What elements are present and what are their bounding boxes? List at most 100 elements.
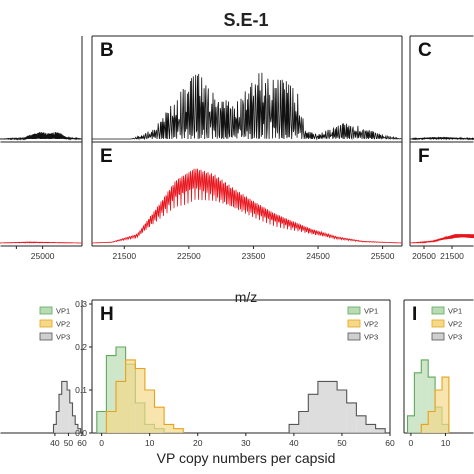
panel-g-xtick-label-0: 40: [50, 438, 60, 448]
panel-d-spectrum: 25000: [0, 142, 83, 261]
panel-h-vp2-bar-3: [135, 368, 145, 433]
panel-g-xtick-label-1: 50: [64, 438, 74, 448]
panel-c-letter: C: [418, 40, 432, 61]
panel-h-xtick-label-3: 30: [241, 438, 251, 448]
panel-i-vp2-bar-2: [435, 390, 442, 433]
panel-g-legend-swatch-vp2: [39, 319, 53, 328]
panel-h-vp1-bar-0: [96, 411, 107, 433]
vp-axis-label: VP copy numbers per capsid: [157, 450, 336, 466]
panel-i-legend-label-vp1: VP1: [448, 307, 462, 316]
panel-h-xtick-label-5: 50: [337, 438, 347, 448]
panel-b-spectrum: B: [91, 35, 403, 143]
panel-e-spectrum: 21500 22500 23500 24500 25500 E: [91, 141, 403, 261]
panel-h-vp3-bar-0: [289, 424, 299, 433]
panel-i-vp1-bar-1: [414, 372, 422, 433]
panel-h-vp2-bar-6: [164, 424, 174, 433]
panel-g-vp3-bar-8: [75, 424, 78, 433]
panel-h-xtick-label-4: 40: [289, 438, 299, 448]
panel-h-vp3-bar-5: [337, 390, 347, 433]
panel-i-xtick-label-1: 10: [441, 438, 451, 448]
panel-h-xtick-label-1: 10: [145, 438, 155, 448]
panel-i-vp2-bar-3: [442, 377, 449, 433]
panel-h-vp2-bar-5: [154, 407, 165, 433]
panel-h-histogram: 0.0 0.1 0.2 0.3 0 10 20 30 40 50 60 H VP1 VP2 VP3: [75, 299, 395, 448]
panel-g-legend-label-vp3: VP3: [56, 333, 70, 342]
mz-axis-label: m/z: [235, 289, 258, 305]
panel-h-letter: H: [100, 304, 114, 325]
panel-b-letter: B: [100, 40, 114, 61]
panel-a-spectrum: [0, 36, 83, 143]
panel-f-letter: F: [418, 146, 430, 167]
panel-g-vp3-bar-1: [56, 411, 59, 433]
panel-g-vp3-bar-4: [64, 381, 68, 433]
panel-h-vp3-bar-4: [327, 381, 338, 433]
panel-h-xtick-label-2: 20: [193, 438, 203, 448]
panel-g-legend-swatch-vp3: [39, 332, 53, 341]
panel-e-xtick-label-4: 25500: [371, 251, 395, 261]
panel-h-vp3-outline: [288, 380, 386, 433]
panel-h-legend-swatch-vp2: [347, 319, 361, 328]
panel-i-legend-label-vp2: VP2: [448, 320, 462, 329]
panel-h-legend-swatch-vp1: [347, 306, 361, 315]
panel-h-vp3-bar-1: [298, 411, 309, 433]
panel-h-vp3-bar-3: [317, 381, 328, 433]
figure-title: S.E-1: [223, 10, 268, 30]
panel-e-xtick-label-2: 23500: [242, 251, 266, 261]
panel-e-xtick-label-1: 22500: [177, 251, 201, 261]
panel-g-histogram: 40 50 60 VP1 VP2 VP3: [0, 300, 87, 448]
panel-i-vp1-bar-0: [407, 415, 415, 433]
panel-h-vp3-bar-9: [375, 428, 386, 433]
panel-g-vp3-bar-2: [59, 394, 62, 433]
panel-h-legend-label-vp2: VP2: [364, 320, 378, 329]
panel-h-vp3-bar-8: [366, 424, 376, 433]
panel-i-vp2-bar-0: [421, 424, 429, 433]
panel-h-vp2-bar-7: [173, 428, 184, 433]
panel-i-vp1-bar-3: [428, 377, 436, 433]
panel-h-vp1-bar-1: [106, 355, 116, 433]
panel-i-histogram: 0 10 I VP1 VP2 VP3: [403, 299, 474, 448]
panel-b-trace: [92, 72, 402, 141]
panel-i-xtick-label-0: 0: [409, 438, 414, 448]
panel-h-vp3-bar-6: [346, 402, 357, 433]
panel-a-trace: [0, 131, 82, 141]
panel-g-legend-swatch-vp1: [39, 306, 53, 315]
panel-i-legend-swatch-vp3: [431, 332, 445, 341]
panel-c-trace: [410, 136, 474, 141]
panel-i-vp1-bar-2: [421, 359, 429, 433]
panel-h-vp3-bar-2: [308, 394, 318, 433]
panel-e-xtick-label-0: 21500: [112, 251, 136, 261]
panel-f-xtick-label-0: 20500: [412, 251, 436, 261]
panel-h-xtick-label-6: 60: [385, 438, 395, 448]
panel-e-xtick-label-3: 24500: [306, 251, 330, 261]
panel-h-vp2-bar-1: [116, 381, 126, 433]
panel-g-vp3-bar-9: [77, 428, 81, 433]
panel-i-legend-swatch-vp2: [431, 319, 445, 328]
panel-f-xtick-label-1: 21500: [440, 251, 464, 261]
panel-i-letter: I: [412, 304, 417, 325]
panel-g-legend-label-vp2: VP2: [56, 320, 70, 329]
panel-d-xtick-label-1: 25000: [31, 251, 55, 261]
panel-h-legend-swatch-vp3: [347, 332, 361, 341]
panel-i-legend-label-vp3: VP3: [448, 333, 462, 342]
panel-h-xtick-label-0: 0: [99, 438, 104, 448]
panel-d-trace: [0, 241, 82, 244]
panel-g-legend-label-vp1: VP1: [56, 307, 70, 316]
panel-h-vp2-outline: [105, 359, 184, 433]
panel-i-vp2-bar-1: [428, 411, 436, 433]
panel-g-vp3-bar-0: [53, 424, 57, 433]
panel-h-ytick-label-1: 0.1: [75, 385, 87, 395]
panel-h-vp2-bar-2: [125, 359, 136, 433]
panel-f-trace: [410, 233, 474, 244]
panel-h-vp3-bar-7: [356, 415, 366, 433]
panel-i-legend-swatch-vp1: [431, 306, 445, 315]
panel-h-ytick-label-3: 0.3: [75, 299, 87, 309]
panel-g-vp3-bar-6: [69, 402, 73, 433]
panel-g-vp3-bar-5: [67, 390, 70, 433]
panel-h-ytick-label-0: 0.0: [75, 428, 87, 438]
panel-c-spectrum: C: [409, 35, 474, 143]
panel-i-vp2-outline: [420, 376, 450, 433]
panel-h-vp2-bar-4: [144, 390, 155, 433]
panel-e-trace: [92, 168, 402, 244]
panel-g-vp3-outline: [52, 380, 82, 433]
